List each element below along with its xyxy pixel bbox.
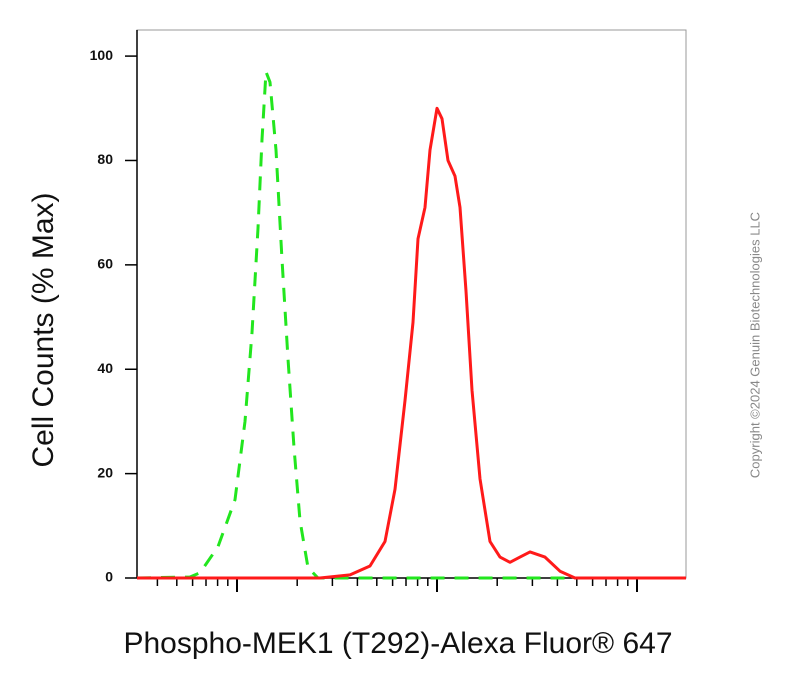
histogram-line bbox=[137, 106, 686, 580]
plot-frame bbox=[136, 29, 687, 579]
copyright: Copyright ©2024 Genuin Biotechnologies L… bbox=[747, 212, 762, 478]
y-tick-label: 80 bbox=[97, 151, 113, 167]
y-tick-label: 20 bbox=[97, 464, 113, 480]
y-tick-label: 60 bbox=[97, 256, 113, 272]
y-tick-label: 0 bbox=[105, 569, 113, 585]
y-tick-label: 100 bbox=[90, 47, 114, 63]
y-axis-label: Cell Counts (% Max) bbox=[27, 192, 60, 467]
x-axis-label: Phospho-MEK1 (T292)-Alexa Fluor® 647 bbox=[123, 627, 672, 660]
y-tick-label: 40 bbox=[97, 360, 113, 376]
